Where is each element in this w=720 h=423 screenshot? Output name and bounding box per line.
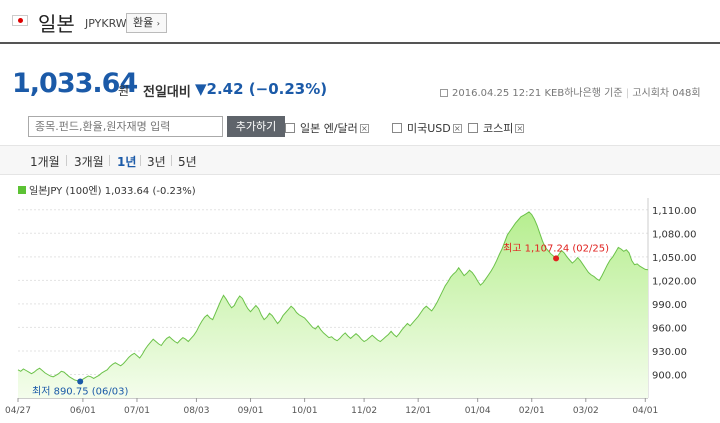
y-tick-label: 930.00 [652,347,687,358]
x-tick-label: 12/01 [405,406,431,416]
tab-1-month[interactable]: 1개월 [30,155,60,169]
period-tabs: 1개월 3개월 1년 3년 5년 [0,145,720,175]
checkbox-icon[interactable] [392,123,402,133]
x-tick-label: 06/01 [70,406,96,416]
x-tick-label: 02/01 [519,406,545,416]
exchange-button[interactable]: 환율 › [126,13,167,33]
compare-option-usd[interactable]: 미국USD × [392,120,462,136]
compare-search-input[interactable] [28,116,223,137]
country-name: 일본 [38,12,75,36]
tab-3-months[interactable]: 3개월 [74,155,104,169]
high-annotation: 최고 1,107.24 (02/25) [503,242,609,254]
low-point-marker [77,378,84,385]
x-tick-label: 09/01 [238,406,264,416]
area-fill [18,211,648,398]
y-tick-label: 1,110.00 [652,206,697,217]
close-icon[interactable]: × [359,124,369,133]
high-point-marker [553,255,560,262]
x-tick-label: 10/01 [292,406,318,416]
y-tick-label: 900.00 [652,370,687,381]
y-tick-label: 1,050.00 [652,253,697,264]
compare-option-jpy-usd[interactable]: 일본 엔/달러 × [285,120,369,136]
tab-5-years[interactable]: 5년 [178,155,197,169]
x-axis: 04/27 06/01 07/01 08/03 09/01 10/01 11/02 12/01… [5,398,658,416]
y-tick-label: 1,020.00 [652,276,697,287]
calendar-icon [440,89,448,97]
x-tick-label: 04/01 [632,406,658,416]
y-tick-label: 990.00 [652,300,687,311]
tab-1-year[interactable]: 1년 [117,155,137,169]
y-tick-label: 960.00 [652,323,687,334]
close-icon[interactable]: × [515,124,525,133]
x-tick-label: 11/02 [351,406,377,416]
legend-swatch [18,186,26,194]
x-tick-label: 07/01 [124,406,150,416]
current-price: 1,033.64 [12,68,138,99]
compare-bar: 추가하기 일본 엔/달러× 미국USD× 코스피× [20,112,700,140]
x-tick-label: 03/02 [573,406,599,416]
add-compare-button[interactable]: 추가하기 [227,116,285,137]
low-annotation: 최저 890.75 (06/03) [32,386,128,398]
close-icon[interactable]: × [452,124,462,133]
y-tick-label: 1,080.00 [652,229,697,240]
series-line [17,211,649,383]
price-change: ▼2.42 (−0.23%) [195,80,328,98]
tab-3-years[interactable]: 3년 [147,155,166,169]
price-unit: 원 [118,84,130,98]
checkbox-icon[interactable] [468,123,478,133]
y-axis: 900.00 930.00 960.00 990.00 1,020.00 1,050.00… [652,206,697,382]
chart-legend: 일본JPY (100엔) 1,033.64 (-0.23%) [18,182,196,197]
currency-code: JPYKRW [85,17,127,30]
prev-day-label: 전일대비 [143,85,191,100]
x-tick-label: 08/03 [183,406,209,416]
x-tick-label: 01/04 [465,406,491,416]
compare-option-kospi[interactable]: 코스피 × [468,120,525,136]
header-bar: 일본 JPYKRW 환율 › [0,0,720,44]
x-tick-label: 04/27 [5,406,31,416]
quote-meta: 2016.04.25 12:21 KEB하나은행 기준 | 고시회차 048회 [440,84,701,99]
japan-flag-icon [12,15,28,26]
chevron-right-icon: › [156,19,160,28]
annotations: 최고 1,107.24 (02/25) 최저 890.75 (06/03) [32,242,609,397]
checkbox-icon[interactable] [285,123,295,133]
